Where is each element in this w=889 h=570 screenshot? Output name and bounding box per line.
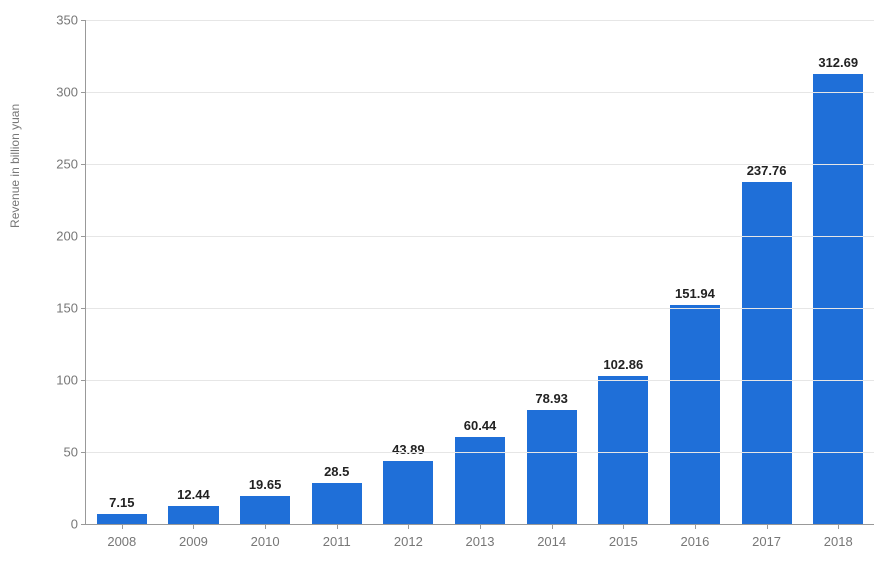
bar: 7.15 <box>97 514 147 524</box>
bar: 43.89 <box>383 461 433 524</box>
x-tick-label: 2008 <box>107 524 136 549</box>
bar: 28.5 <box>312 483 362 524</box>
bar-slot: 43.892012 <box>373 20 445 524</box>
bar-value-label: 151.94 <box>675 286 715 305</box>
bar-value-label: 60.44 <box>464 418 497 437</box>
x-tick-label: 2013 <box>466 524 495 549</box>
bar: 237.76 <box>742 182 792 524</box>
bar-value-label: 28.5 <box>324 464 349 483</box>
x-tick-label: 2014 <box>537 524 566 549</box>
bar-value-label: 78.93 <box>535 391 568 410</box>
bar-slot: 28.52011 <box>301 20 373 524</box>
x-tick-label: 2017 <box>752 524 781 549</box>
y-tick-mark <box>81 524 86 525</box>
gridline <box>86 308 874 309</box>
gridline <box>86 164 874 165</box>
gridline <box>86 452 874 453</box>
gridline <box>86 92 874 93</box>
bar-slot: 102.862015 <box>587 20 659 524</box>
bar-slot: 312.692018 <box>802 20 874 524</box>
x-tick-label: 2012 <box>394 524 423 549</box>
bar: 12.44 <box>168 506 218 524</box>
y-tick-mark <box>81 164 86 165</box>
bar-slot: 78.932014 <box>516 20 588 524</box>
bar-slot: 19.652010 <box>229 20 301 524</box>
plot-area: 7.15200812.44200919.65201028.5201143.892… <box>85 20 874 525</box>
bar-value-label: 237.76 <box>747 163 787 182</box>
bar-value-label: 312.69 <box>818 55 858 74</box>
bar-slot: 60.442013 <box>444 20 516 524</box>
bar: 78.93 <box>527 410 577 524</box>
bar-slot: 237.762017 <box>731 20 803 524</box>
bar-value-label: 12.44 <box>177 487 210 506</box>
bar: 60.44 <box>455 437 505 524</box>
gridline <box>86 20 874 21</box>
y-axis-label: Revenue in billion yuan <box>8 103 22 227</box>
x-tick-label: 2009 <box>179 524 208 549</box>
x-tick-label: 2010 <box>251 524 280 549</box>
y-tick-mark <box>81 452 86 453</box>
bar-slot: 12.442009 <box>158 20 230 524</box>
bar-value-label: 19.65 <box>249 477 282 496</box>
gridline <box>86 236 874 237</box>
y-tick-mark <box>81 308 86 309</box>
bar-value-label: 102.86 <box>603 357 643 376</box>
gridline <box>86 380 874 381</box>
y-tick-mark <box>81 380 86 381</box>
bar: 312.69 <box>813 74 863 524</box>
y-tick-mark <box>81 92 86 93</box>
bar: 19.65 <box>240 496 290 524</box>
bar: 151.94 <box>670 305 720 524</box>
revenue-bar-chart: Revenue in billion yuan 7.15200812.44200… <box>30 10 879 555</box>
x-tick-label: 2015 <box>609 524 638 549</box>
bar-value-label: 7.15 <box>109 495 134 514</box>
y-tick-mark <box>81 236 86 237</box>
bars-row: 7.15200812.44200919.65201028.5201143.892… <box>86 20 874 524</box>
bar-slot: 151.942016 <box>659 20 731 524</box>
bar-slot: 7.152008 <box>86 20 158 524</box>
x-tick-label: 2018 <box>824 524 853 549</box>
y-tick-mark <box>81 20 86 21</box>
x-tick-label: 2011 <box>323 524 351 549</box>
x-tick-label: 2016 <box>680 524 709 549</box>
bar: 102.86 <box>598 376 648 524</box>
